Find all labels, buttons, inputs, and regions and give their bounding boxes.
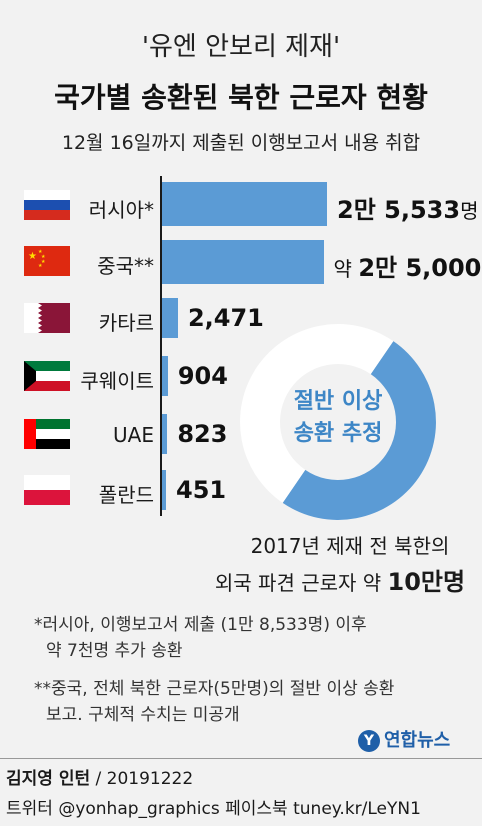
svg-text:★: ★ [38,249,43,255]
value-label: 2,471 [187,304,264,332]
donut-center-line: 절반 이상 [293,389,383,414]
bar [162,182,327,226]
svg-text:★: ★ [38,263,43,269]
donut-chart [240,324,436,520]
kuwait-flag [24,361,70,391]
value-label: 약 2만 5,000 [333,254,482,282]
bar [162,298,178,338]
svg-text:★: ★ [28,251,37,262]
logo-mark: Y [358,730,380,752]
footnote-line: 약 7천명 추가 송환 [46,641,183,661]
svg-text:★: ★ [41,254,46,260]
svg-text:★: ★ [41,259,46,265]
category-label: 폴란드 [98,483,154,507]
category-label: 카타르 [98,311,154,335]
footnote-line: **중국, 전체 북한 근로자(5만명)의 절반 이상 송환 [34,679,395,699]
value-label: 2만 5,533명 [337,196,479,224]
yonhap-logo: Y 연합뉴스 [358,726,450,752]
logo-text: 연합뉴스 [384,730,451,751]
footnote-russia: *러시아, 이행보고서 제출 (1만 8,533명) 이후 약 7천명 추가 송… [34,612,367,664]
donut-slice [240,324,394,503]
y-axis-line [160,176,162,516]
bar [162,470,166,510]
supertitle: '유엔 안보리 제재' [141,32,341,62]
value-label: 904 [177,362,228,390]
donut-caption: 2017년 제재 전 북한의 [250,534,450,558]
category-label: 중국** [97,254,154,278]
chart-title: 국가별 송환된 북한 근로자 현황 [54,81,428,114]
footnote-china: **중국, 전체 북한 근로자(5만명)의 절반 이상 송환 보고. 구체적 수… [34,676,394,728]
bar [162,414,168,454]
donut-center-label: 절반 이상 송환 추정 [276,386,400,450]
qatar-flag [24,303,70,333]
category-label: UAE [113,423,154,447]
chart-subtitle: 12월 16일까지 제출된 이행보고서 내용 취합 [61,132,421,154]
donut-caption: 외국 파견 근로자 약 10만명 [214,568,466,596]
footnote-line: 보고. 구체적 수치는 미공개 [46,705,240,725]
value-label: 451 [176,476,227,504]
social-links: 트위터 @yonhap_graphics 페이스북 tuney.kr/LeYN1 [6,799,421,819]
donut-center-line: 송환 추정 [293,421,383,446]
credit: 김지영 인턴 / 20191222 [6,769,194,789]
poland-flag [24,475,70,505]
donut-slice [282,341,436,520]
category-label: 쿠웨이트 [80,369,154,393]
bar [162,240,324,284]
divider [0,758,482,759]
china-flag: ★ ★ ★ ★ ★ [24,246,70,276]
uae-flag [24,419,70,449]
category-label: 러시아* [88,198,154,222]
bar [162,356,168,396]
russia-flag [24,190,70,220]
footnote-line: *러시아, 이행보고서 제출 (1만 8,533명) 이후 [34,615,367,635]
value-label: 823 [177,420,228,448]
